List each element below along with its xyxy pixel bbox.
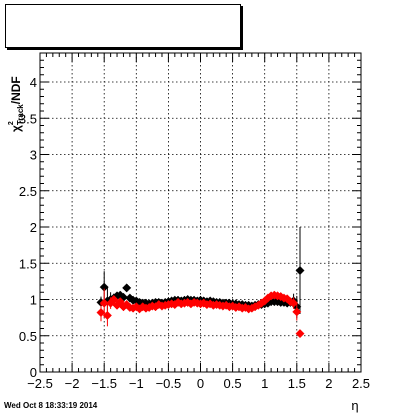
x-tick-label: −1 [129,376,144,391]
data-point [289,298,299,308]
timestamp: Wed Oct 8 18:33:19 2014 [4,401,98,410]
ticks [39,52,362,373]
x-axis-label: η [351,398,358,413]
y-axis-label: χ2Track/NDF [8,76,25,132]
data-point [122,283,132,293]
x-tick-label: 1.5 [288,376,306,391]
grid [40,53,361,372]
y-tick-label: 3 [30,148,37,163]
x-tick-label: −2 [65,376,80,391]
series-1 [96,288,305,339]
x-tick-label: −1.5 [91,376,117,391]
data-point [102,310,112,321]
y-tick-label: 1.5 [19,256,37,271]
y-tick-label: 2.5 [19,184,37,199]
x-tick-label: −0.5 [156,376,182,391]
y-tick-label: 2 [30,220,37,235]
data-point [295,329,305,339]
x-tick-label: 2 [325,376,332,391]
x-tick-label: 2.5 [352,376,370,391]
data-point [295,265,305,276]
title-box [5,4,241,48]
y-tick-label: 4 [30,75,37,90]
x-tick-label: 1 [261,376,268,391]
y-tick-label: 3.5 [19,111,37,126]
x-tick-label: 0.5 [224,376,242,391]
y-tick-label: 0 [30,365,37,380]
y-tick-label: 0.5 [19,329,37,344]
y-tick-label: 1 [30,293,37,308]
data-point [99,298,109,308]
x-tick-label: −2.5 [27,376,53,391]
plot-area [40,53,361,372]
data-point [292,307,302,317]
x-tick-label: 0 [197,376,204,391]
